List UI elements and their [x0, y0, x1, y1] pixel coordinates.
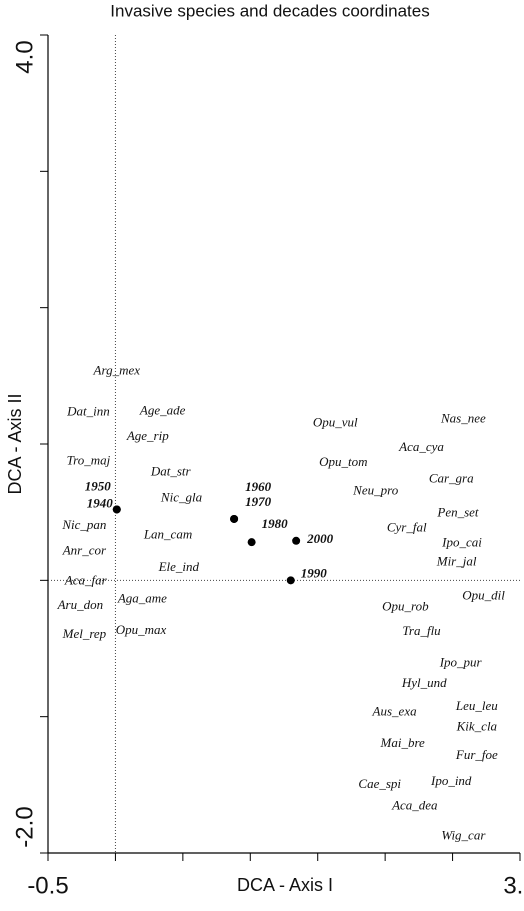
species-label: Arg_mex — [93, 363, 141, 378]
species-label: Nic_pan — [61, 517, 106, 532]
y-axis-title: DCA - Axis II — [5, 393, 25, 494]
species-label: Opu_vul — [313, 415, 358, 430]
decade-label: 1980 — [262, 516, 289, 531]
species-label: Aca_dea — [391, 798, 438, 813]
species-label: Anr_cor — [62, 543, 107, 558]
decade-point — [286, 576, 295, 585]
species-label: Neu_pro — [352, 483, 399, 498]
x-tick-label: -0.5 — [27, 872, 68, 899]
decade-label: 1960 — [245, 479, 272, 494]
decade-label: 1990 — [301, 565, 328, 580]
species-label: Ele_ind — [158, 559, 200, 574]
chart-title: Invasive species and decades coordinates — [110, 1, 429, 20]
species-label: Aca_far — [64, 573, 108, 588]
species-label: Cyr_fal — [387, 520, 427, 535]
species-label: Mir_jal — [436, 554, 477, 569]
y-tick-label: 4.0 — [11, 40, 38, 73]
species-label: Car_gra — [429, 470, 474, 485]
decade-point — [112, 505, 121, 514]
species-label: Wig_car — [441, 828, 486, 843]
species-label: Aga_ame — [117, 590, 167, 605]
species-label: Ipo_ind — [430, 773, 472, 788]
species-label: Opu_max — [116, 622, 167, 637]
species-label: Tra_flu — [402, 623, 441, 638]
species-label: Mel_rep — [62, 626, 107, 641]
species-label: Age_rip — [126, 428, 169, 443]
decade-label: 1950 — [85, 478, 112, 493]
species-label: Pen_set — [436, 505, 479, 520]
species-label: Dat_str — [150, 464, 192, 479]
decade-point — [292, 536, 301, 545]
species-label: Kik_cla — [456, 719, 498, 734]
species-label: Age_ade — [139, 402, 186, 417]
species-label: Aca_cya — [398, 439, 444, 454]
species-label: Opu_dil — [462, 588, 505, 603]
decade-label: 1940 — [87, 495, 114, 510]
species-label: Lan_cam — [143, 526, 192, 541]
decade-label: 2000 — [306, 531, 334, 546]
species-label: Fur_foe — [455, 747, 498, 762]
species-label: Hyl_und — [401, 675, 447, 690]
species-label: Aru_don — [57, 597, 104, 612]
species-label: Ipo_cai — [441, 535, 482, 550]
species-label: Aus_exa — [372, 704, 418, 719]
decade-point — [230, 514, 239, 523]
x-axis-title: DCA - Axis I — [237, 875, 333, 895]
decade-label: 1970 — [245, 494, 272, 509]
species-label: Dat_inn — [66, 404, 110, 419]
species-label: Leu_leu — [455, 698, 498, 713]
x-tick-label: 3.0 — [503, 872, 524, 899]
species-label: Nas_nee — [440, 410, 486, 425]
species-label: Ipo_pur — [439, 654, 483, 669]
species-label: Tro_maj — [67, 453, 111, 468]
species-label: Nic_gla — [160, 490, 203, 505]
species-label: Mai_bre — [380, 735, 426, 750]
species-label: Opu_rob — [382, 599, 429, 614]
species-label: Opu_tom — [319, 454, 367, 469]
y-tick-label: -2.0 — [11, 806, 38, 847]
decade-point — [247, 538, 256, 547]
species-label: Cae_spi — [358, 776, 401, 791]
